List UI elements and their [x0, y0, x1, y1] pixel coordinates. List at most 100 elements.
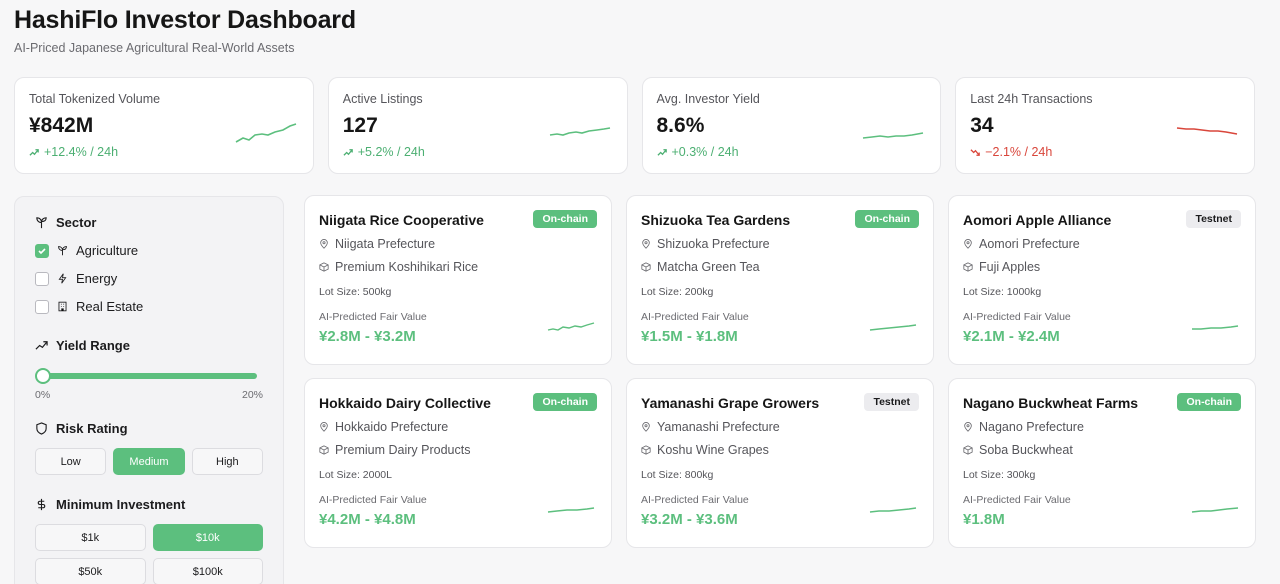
slider-track[interactable]: [37, 373, 257, 379]
stat-card: Avg. Investor Yield 8.6% +0.3% / 24h: [641, 77, 942, 174]
status-badge: Testnet: [1186, 210, 1241, 228]
listing-name: Aomori Apple Alliance: [963, 212, 1112, 228]
listing-product: Matcha Green Tea: [641, 260, 919, 274]
option-label: Real Estate: [76, 299, 144, 314]
check-icon: [38, 247, 46, 254]
risk-high-button[interactable]: High: [191, 448, 263, 475]
listing-product: Premium Koshihikari Rice: [319, 260, 597, 274]
risk-low-button[interactable]: Low: [35, 448, 107, 475]
package-icon: [641, 445, 651, 455]
trending-up-icon: [35, 341, 48, 350]
page-title: HashiFlo Investor Dashboard: [14, 6, 356, 34]
slider-labels: 0% 20%: [35, 389, 263, 401]
fair-value-label: AI-Predicted Fair Value: [641, 311, 749, 323]
yield-title: Yield Range: [35, 338, 263, 353]
slider-min-label: 0%: [35, 389, 51, 401]
page-subtitle: AI-Priced Japanese Agricultural Real-Wor…: [14, 41, 295, 55]
sector-option-energy[interactable]: Energy: [35, 271, 263, 286]
listing-product: Fuji Apples: [963, 260, 1241, 274]
slider-thumb[interactable]: [35, 368, 51, 384]
lightning-icon: [58, 273, 67, 284]
listing-location: Niigata Prefecture: [319, 237, 597, 251]
page-header: HashiFlo Investor Dashboard AI-Priced Ja…: [14, 6, 356, 55]
listing-location: Shizuoka Prefecture: [641, 237, 919, 251]
checkbox[interactable]: [35, 271, 49, 286]
sparkline: [1191, 507, 1239, 513]
sprout-icon: [36, 217, 47, 229]
risk-rating-group: Low Medium High: [35, 448, 263, 475]
option-label: Energy: [76, 271, 118, 286]
lot-size: Lot Size: 200kg: [641, 286, 714, 298]
slider-max-label: 20%: [241, 389, 263, 401]
status-badge: On-chain: [533, 210, 597, 228]
fair-value: ¥4.2M - ¥4.8M: [319, 511, 416, 528]
sparkline: [235, 123, 297, 143]
lot-size: Lot Size: 1000kg: [963, 286, 1042, 298]
trending-up-icon: [656, 148, 667, 156]
listing-name: Niigata Rice Cooperative: [319, 212, 484, 228]
invest-100k-button[interactable]: $100k: [152, 558, 263, 584]
trending-down-icon: [970, 148, 981, 156]
listing-name: Yamanashi Grape Growers: [641, 395, 820, 411]
stat-change-text: +0.3% / 24h: [671, 145, 739, 159]
listing-location: Nagano Prefecture: [963, 420, 1241, 434]
listing-grid: Niigata Rice Cooperative On-chain Niigat…: [304, 195, 1256, 548]
listing-card[interactable]: Nagano Buckwheat Farms On-chain Nagano P…: [948, 378, 1256, 548]
package-icon: [319, 262, 329, 272]
listing-card[interactable]: Yamanashi Grape Growers Testnet Yamanash…: [626, 378, 934, 548]
trending-up-icon: [343, 148, 353, 156]
listing-product: Soba Buckwheat: [963, 443, 1241, 457]
listing-name: Nagano Buckwheat Farms: [963, 395, 1139, 411]
fair-value: ¥3.2M - ¥3.6M: [641, 511, 738, 528]
stat-change-text: +12.4% / 24h: [44, 145, 119, 159]
invest-10k-button[interactable]: $10k: [152, 524, 263, 551]
listing-card[interactable]: Niigata Rice Cooperative On-chain Niigat…: [304, 195, 612, 365]
invest-50k-button[interactable]: $50k: [35, 558, 146, 584]
map-pin-icon: [642, 422, 650, 432]
lot-size: Lot Size: 800kg: [641, 469, 714, 481]
listing-name: Hokkaido Dairy Collective: [319, 395, 491, 411]
stat-value: 8.6%: [656, 114, 705, 137]
stat-value: ¥842M: [29, 114, 94, 137]
investment-group: $1k $10k $50k $100k: [35, 524, 263, 584]
yield-range-slider[interactable]: [35, 368, 263, 384]
stat-label: Active Listings: [342, 92, 423, 106]
checkbox[interactable]: [35, 243, 49, 258]
shield-icon: [36, 422, 47, 435]
sector-option-agriculture[interactable]: Agriculture: [35, 243, 263, 258]
sparkline: [869, 507, 917, 513]
listing-card[interactable]: Hokkaido Dairy Collective On-chain Hokka…: [304, 378, 612, 548]
option-label: Agriculture: [76, 243, 139, 258]
stat-change-text: +5.2% / 24h: [357, 145, 425, 159]
listing-location: Aomori Prefecture: [963, 237, 1241, 251]
risk-title: Risk Rating: [35, 421, 263, 436]
listing-name: Shizuoka Tea Gardens: [641, 212, 791, 228]
stat-label: Avg. Investor Yield: [656, 92, 760, 106]
checkbox[interactable]: [35, 299, 49, 314]
listing-product: Koshu Wine Grapes: [641, 443, 919, 457]
sparkline: [549, 127, 610, 136]
sparkline: [863, 132, 924, 139]
fair-value-label: AI-Predicted Fair Value: [963, 494, 1071, 506]
listing-card[interactable]: Shizuoka Tea Gardens On-chain Shizuoka P…: [626, 195, 934, 365]
stats-row: Total Tokenized Volume ¥842M +12.4% / 24…: [14, 77, 1255, 174]
status-badge: On-chain: [533, 393, 597, 411]
sprout-icon: [58, 246, 67, 256]
filter-sidebar: Sector Agriculture Energy Real Estate Yi…: [14, 196, 284, 584]
risk-medium-button[interactable]: Medium: [113, 448, 185, 475]
sector-option-real-estate[interactable]: Real Estate: [35, 299, 263, 314]
listing-location: Yamanashi Prefecture: [641, 420, 919, 434]
map-pin-icon: [642, 239, 650, 249]
listing-card[interactable]: Aomori Apple Alliance Testnet Aomori Pre…: [948, 195, 1256, 365]
lot-size: Lot Size: 300kg: [963, 469, 1036, 481]
stat-card: Total Tokenized Volume ¥842M +12.4% / 24…: [14, 77, 314, 174]
stat-card: Last 24h Transactions 34 −2.1% / 24h: [955, 77, 1255, 174]
map-pin-icon: [964, 239, 972, 249]
lot-size: Lot Size: 500kg: [319, 286, 392, 298]
fair-value-label: AI-Predicted Fair Value: [319, 494, 427, 506]
sparkline: [1192, 325, 1239, 330]
stat-change-text: −2.1% / 24h: [985, 145, 1053, 159]
fair-value: ¥2.1M - ¥2.4M: [963, 328, 1060, 345]
stat-card: Active Listings 127 +5.2% / 24h: [327, 77, 628, 174]
invest-1k-button[interactable]: $1k: [35, 524, 146, 551]
